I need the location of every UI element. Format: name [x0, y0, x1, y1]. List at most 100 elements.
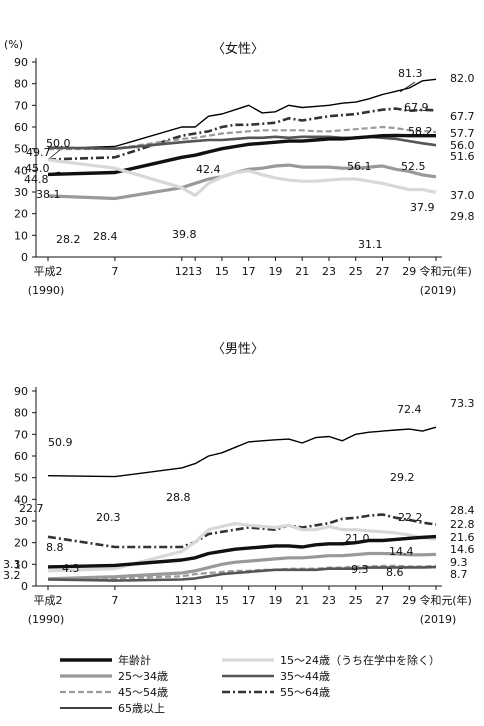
female-x-tick-label: 25	[349, 265, 363, 278]
legend-label-total: 年齢計	[118, 654, 151, 667]
male-x-first-year: (1990)	[28, 613, 65, 626]
female-data-label: 52.5	[401, 160, 426, 173]
male-series-age25_34	[47, 551, 437, 581]
female-end-label: 57.7	[450, 127, 475, 140]
legend-label-15-24: 15～24歳（うち在学中を除く）	[280, 654, 440, 667]
female-y-tick-label: 70	[14, 99, 28, 112]
male-series-age35_44	[47, 565, 437, 582]
female-x-tick-label: 21	[295, 265, 309, 278]
female-y-tick-label: 90	[14, 56, 28, 69]
male-data-label: 14.4	[389, 545, 414, 558]
male-data-label: 72.4	[397, 403, 422, 416]
legend-item-15-24: 15～24歳（うち在学中を除く）	[222, 652, 440, 668]
female-data-label: 44.8	[24, 173, 49, 186]
legend-label-35-44: 35～44歳	[280, 670, 330, 683]
female-x-last-year: (2019)	[420, 284, 457, 297]
male-x-tick-label: 29	[402, 594, 416, 607]
female-series-age55_64	[47, 107, 437, 161]
male-data-label: 3.3	[3, 558, 21, 571]
male-x-tick-label: 13	[188, 594, 202, 607]
female-data-label: 45.0	[25, 162, 50, 175]
male-y-tick-label: 30	[14, 515, 28, 528]
female-x-tick-label: 29	[402, 265, 416, 278]
male-x-last-year: (2019)	[420, 613, 457, 626]
female-y-tick-label: 80	[14, 78, 28, 91]
female-data-label: 37.9	[410, 201, 435, 214]
female-data-label: 31.1	[358, 238, 383, 251]
female-data-label: 56.1	[347, 160, 372, 173]
male-data-label: 22.2	[398, 511, 423, 524]
male-data-label: 3.2	[3, 569, 21, 582]
male-end-label: 8.7	[450, 568, 468, 581]
male-end-label: 73.3	[450, 397, 475, 410]
female-y-tick-label: 20	[14, 208, 28, 221]
male-data-label: 50.9	[48, 436, 73, 449]
female-x-tick-label: 7	[111, 265, 118, 278]
male-x-unit: (年)	[452, 593, 472, 607]
female-data-label: 67.9	[404, 101, 429, 114]
male-data-label: 8.8	[46, 541, 64, 554]
male-x-tick-label: 23	[322, 594, 336, 607]
female-leader-line	[47, 171, 61, 175]
female-leader-line	[399, 81, 416, 93]
female-y-tick-label: 40	[14, 164, 28, 177]
female-data-label: 81.3	[398, 67, 423, 80]
female-data-label: 28.2	[56, 233, 81, 246]
female-end-label: 37.0	[450, 189, 475, 202]
male-x-tick-label: 19	[268, 594, 282, 607]
female-end-label: 67.7	[450, 110, 475, 123]
male-x-tick-label: 27	[375, 594, 389, 607]
male-x-tick-label: 15	[215, 594, 229, 607]
male-x-tick-label: 25	[349, 594, 363, 607]
male-y-tick-label: 60	[14, 450, 28, 463]
male-y-tick-label: 10	[14, 558, 28, 571]
male-x-tick-label: 17	[242, 594, 256, 607]
male-end-label: 22.8	[450, 518, 475, 531]
legend-swatch-65plus	[60, 707, 112, 709]
female-series-age25_34	[47, 163, 437, 201]
male-end-label: 9.3	[450, 556, 468, 569]
male-x-tick-label: 21	[295, 594, 309, 607]
female-data-label: 39.8	[172, 228, 197, 241]
female-y-tick-label: 50	[14, 143, 28, 156]
male-y-tick-label: 70	[14, 428, 28, 441]
female-end-label: 56.0	[450, 139, 475, 152]
legend-item-25-34: 25～34歳	[60, 668, 168, 684]
female-x-tick-label: 13	[188, 265, 202, 278]
female-x-tick-label: 23	[322, 265, 336, 278]
female-data-label: 58.2	[408, 125, 433, 138]
female-x-tick-label: 19	[268, 265, 282, 278]
legend-label-25-34: 25～34歳	[118, 670, 168, 683]
male-data-label: 28.8	[166, 491, 191, 504]
male-data-label: 20.3	[96, 511, 121, 524]
legend-item-65plus: 65歳以上	[60, 700, 165, 716]
female-y-tick-label: 60	[14, 121, 28, 134]
legend-swatch-45-54	[60, 690, 112, 694]
male-end-label: 21.6	[450, 531, 475, 544]
female-data-label: 49.7	[26, 146, 51, 159]
female-end-label: 82.0	[450, 72, 475, 85]
female-end-label: 29.8	[450, 210, 475, 223]
male-y-tick-label: 40	[14, 493, 28, 506]
female-series-age65	[47, 78, 437, 150]
male-data-label: 8.6	[386, 566, 404, 579]
male-data-label: 22.7	[19, 502, 44, 515]
female-x-tick-label: 平成2	[34, 265, 63, 278]
female-data-label: 28.4	[93, 230, 118, 243]
male-y-tick-label: 20	[14, 537, 28, 550]
legend-item-35-44: 35～44歳	[222, 668, 330, 684]
female-x-tick-label: 15	[215, 265, 229, 278]
female-series-age35_44	[47, 135, 437, 150]
male-data-label: 4.3	[62, 562, 80, 575]
female-x-tick-label: 12	[175, 265, 189, 278]
male-x-tick-label: 12	[175, 594, 189, 607]
legend-label-45-54: 45～54歳	[118, 686, 168, 699]
female-y-tick-label: 30	[14, 186, 28, 199]
male-x-tick-label: 令和元	[420, 593, 453, 607]
female-series-total	[47, 133, 436, 177]
female-end-label: 51.6	[450, 150, 475, 163]
legend-label-65plus: 65歳以上	[118, 702, 165, 715]
legend-item-total: 年齢計	[60, 652, 151, 668]
male-chart-title: 〈男性〉	[212, 342, 264, 357]
